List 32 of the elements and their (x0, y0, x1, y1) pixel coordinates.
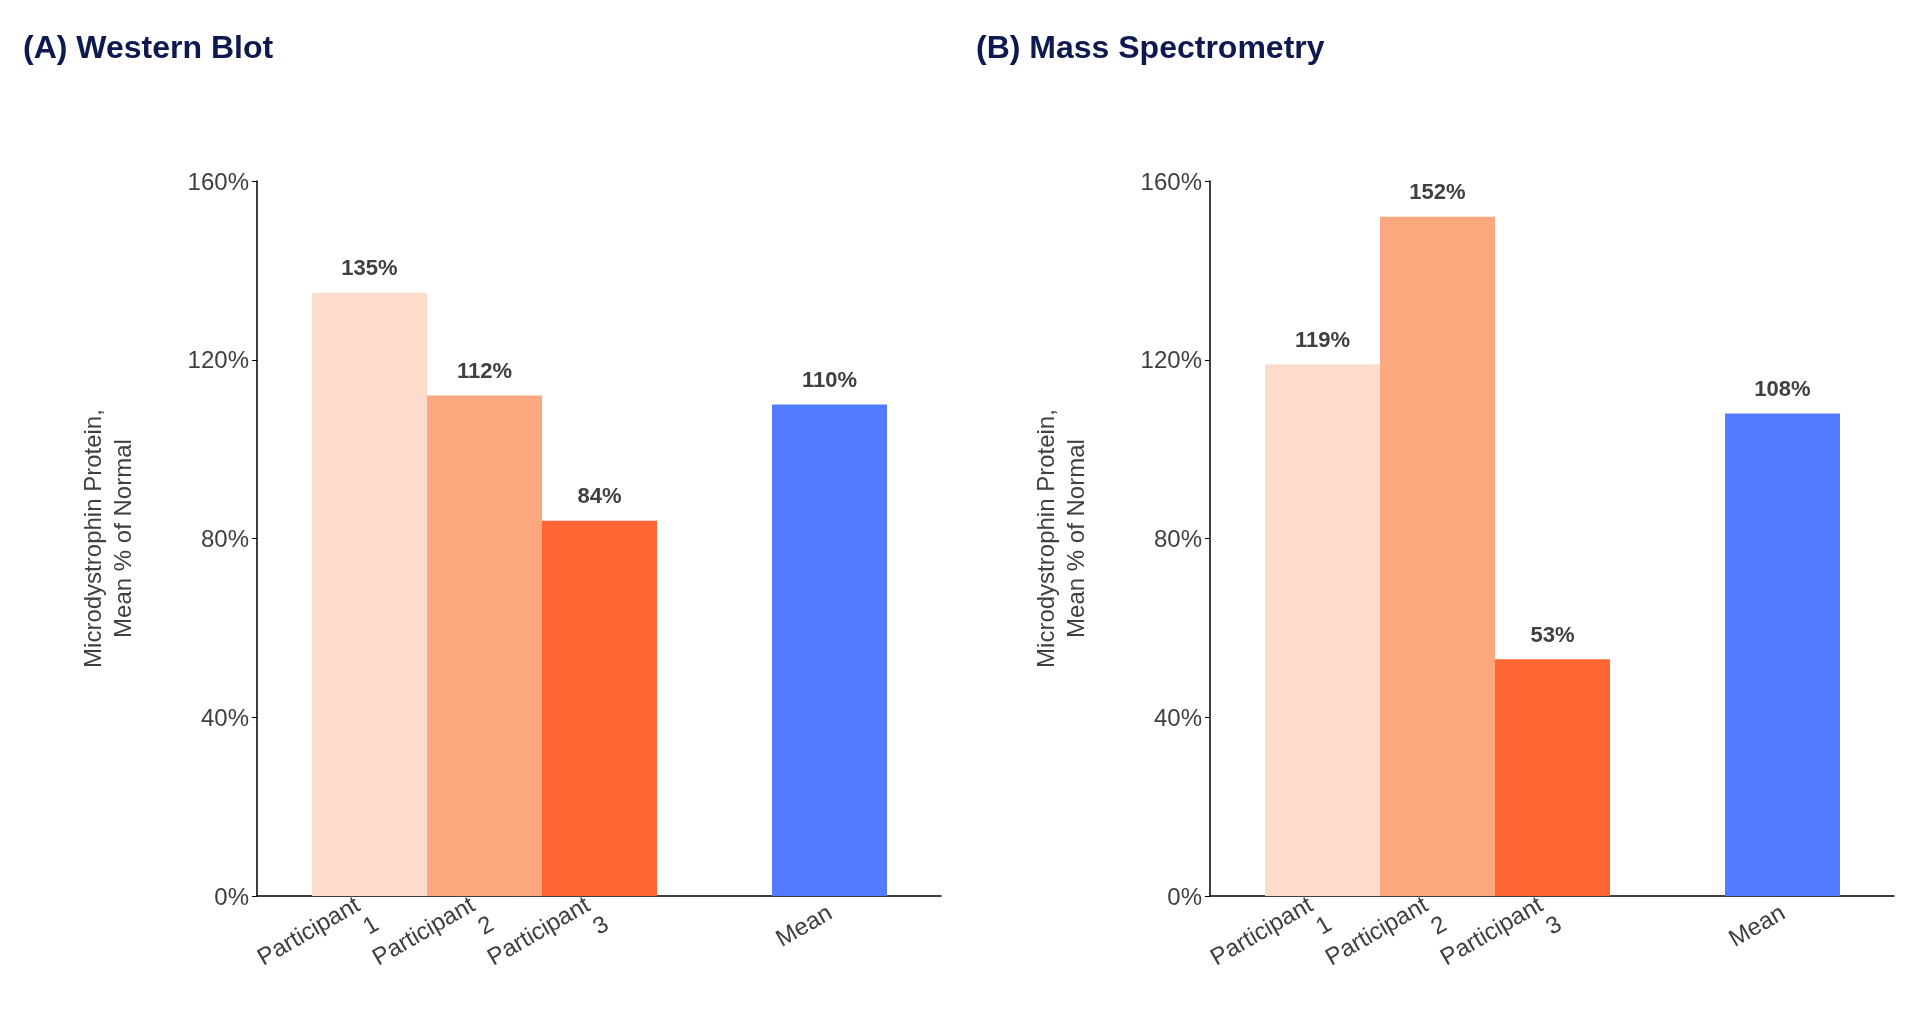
data-label: 84% (577, 483, 622, 509)
data-label: 110% (801, 366, 858, 392)
y-tick-label: 0% (214, 882, 249, 910)
y-tick-label: 120% (1140, 346, 1202, 374)
y-tick-label: 40% (1153, 703, 1202, 731)
y-tick-label: 120% (187, 346, 249, 374)
bar (1725, 413, 1840, 896)
y-tick-label: 160% (1140, 167, 1202, 195)
x-tick-label: Mean (1723, 898, 1790, 952)
y-tick-label: 80% (200, 525, 249, 552)
data-label: 108% (1754, 375, 1811, 401)
bar (1380, 216, 1495, 896)
data-label: 119% (1294, 326, 1351, 352)
bar (772, 404, 887, 896)
data-label: 112% (456, 358, 513, 383)
y-axis-title: Microdystrophin Protein, Mean % of Normal (78, 409, 136, 668)
y-tick-label: 0% (1167, 882, 1202, 910)
chart-title: (B) Mass Spectrometry (976, 29, 1325, 65)
x-tick-label: Mean (770, 898, 837, 952)
chart-title: (A) Western Blot (23, 29, 274, 65)
y-axis-title: Microdystrophin Protein, Mean % of Normal (1031, 409, 1089, 668)
bar (312, 292, 427, 896)
y-tick-label: 80% (1153, 525, 1202, 552)
data-label: 152% (1409, 179, 1466, 205)
data-label: 53% (1530, 621, 1575, 647)
data-label: 135% (341, 255, 398, 281)
bar (542, 520, 657, 896)
bar (427, 395, 542, 896)
bar (1265, 364, 1380, 896)
bar (1495, 659, 1610, 896)
y-tick-label: 160% (187, 167, 249, 195)
y-tick-label: 40% (200, 703, 249, 731)
